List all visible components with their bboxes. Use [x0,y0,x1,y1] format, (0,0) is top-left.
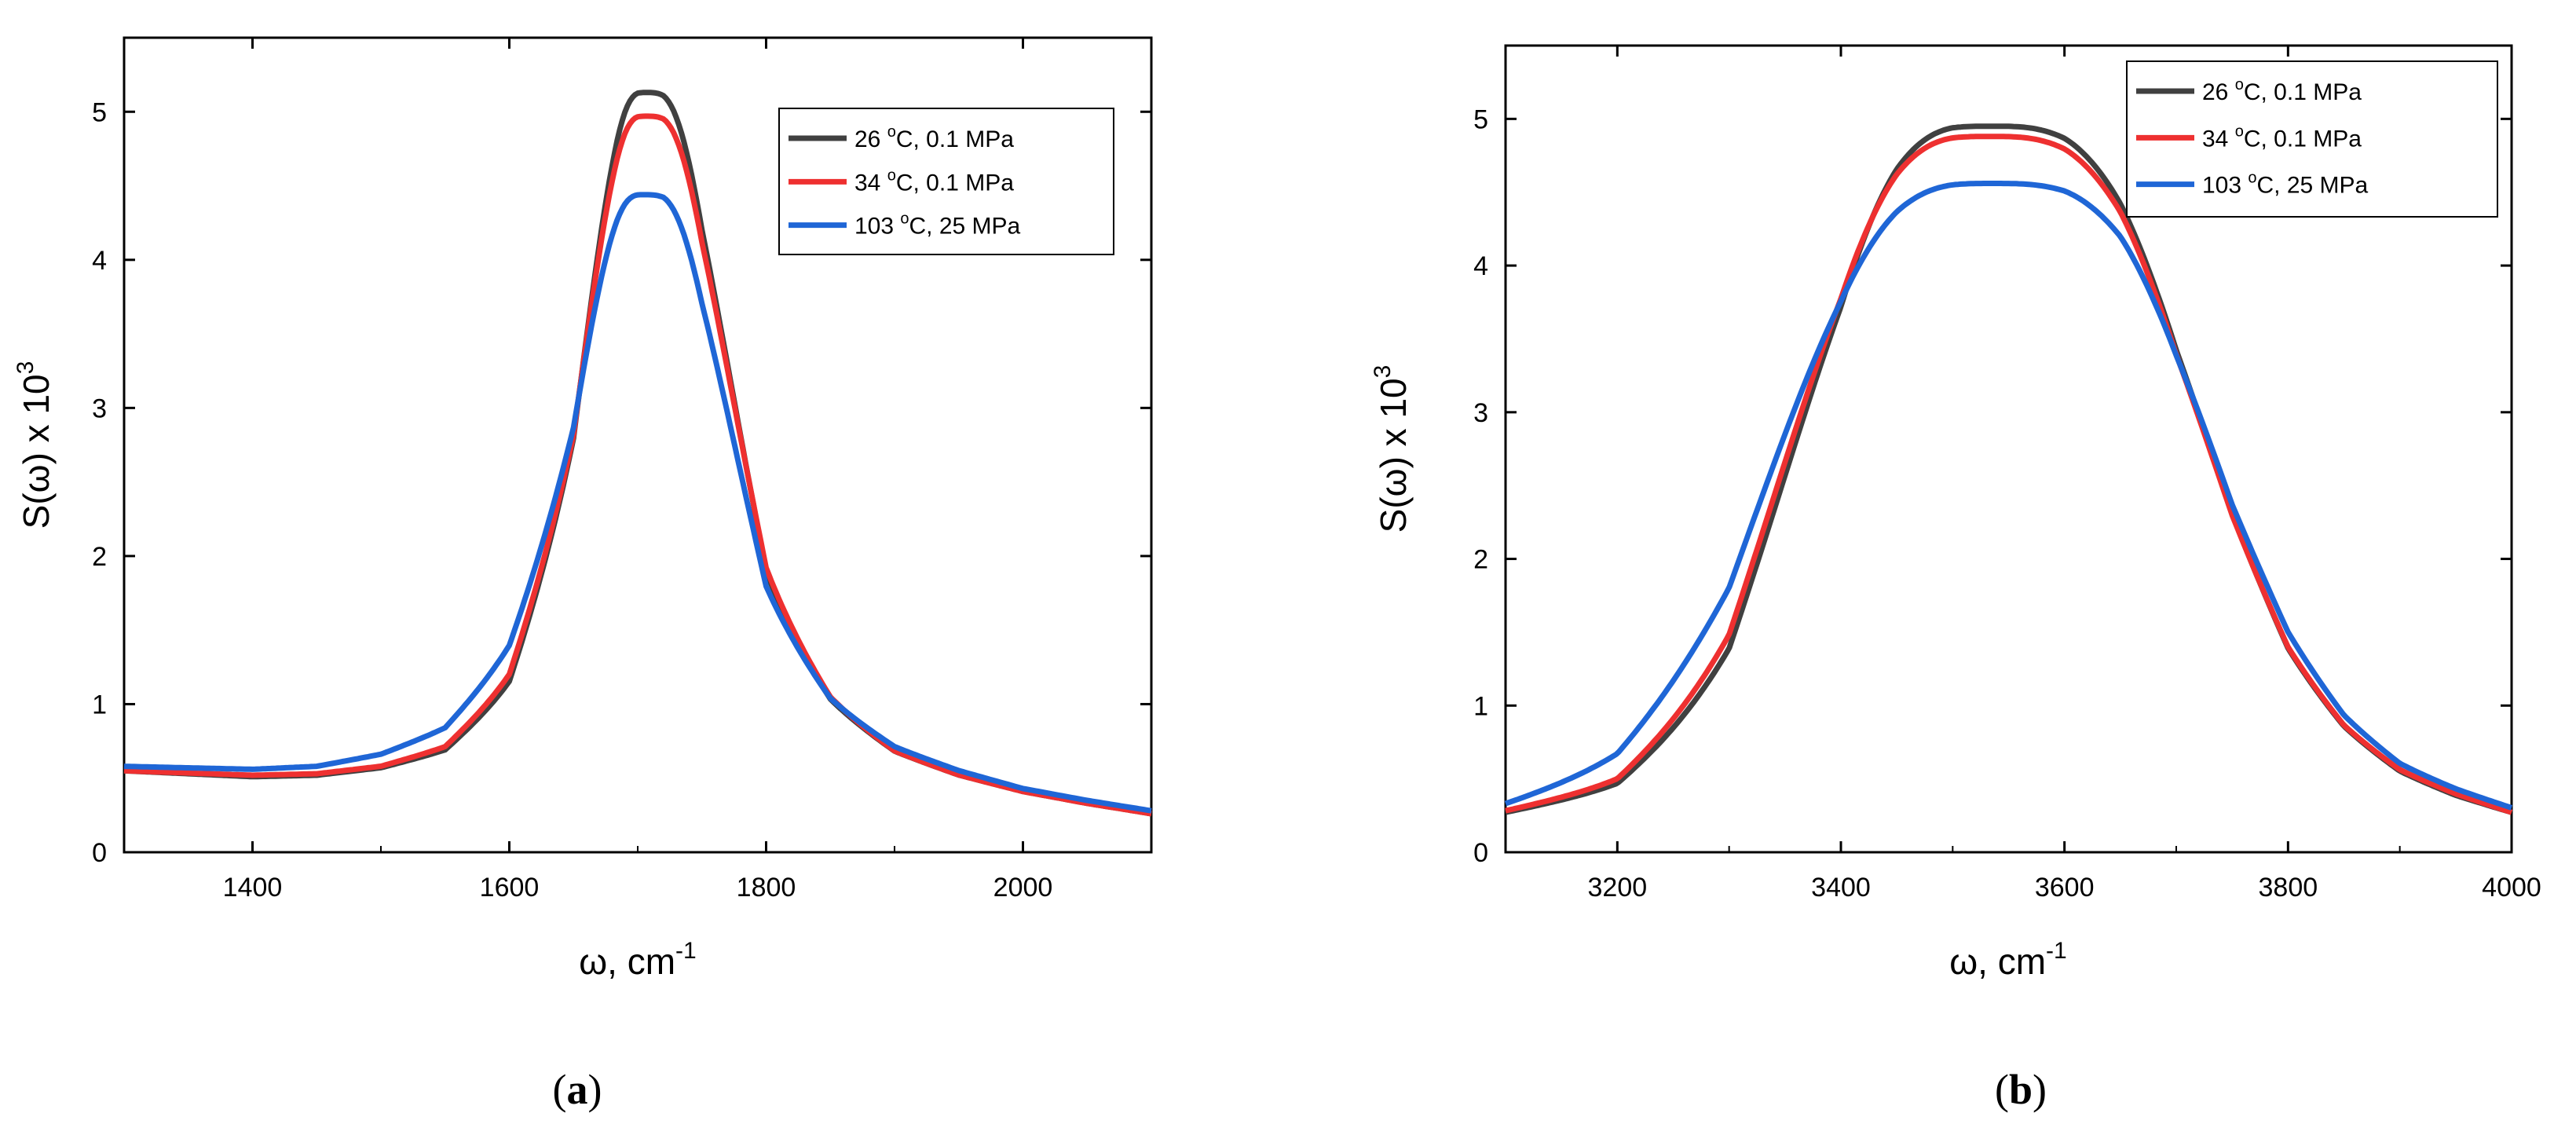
legend-entry-1: 26 oC, 0.1 MPa [854,123,1014,152]
x-tick-label: 1400 [223,873,283,903]
y-tick-label: 1 [1473,691,1488,721]
x-tick-label: 3800 [2259,873,2318,903]
series-line-2 [123,113,1152,817]
series-line-3 [1504,181,2513,811]
legend-entry-1: 26 oC, 0.1 MPa [2202,76,2362,105]
x-tick-label: 3200 [1588,873,1648,903]
y-tick-label: 4 [92,246,107,276]
y-tick-label: 2 [1473,545,1488,575]
chart-panel-b: 3200 3400 3600 3800 4000 0 1 2 3 4 5 26 oC, 0.1 MPa… [1370,44,2541,1113]
legend: 26 oC, 0.1 MPa 34 oC, 0.1 MPa 103 oC, 25 M… [778,108,1114,255]
x-tick-label: 1600 [480,873,540,903]
y-tick-label: 2 [92,542,107,572]
panel-label-a: (a) [553,1066,602,1113]
x-axis-title: ω, cm-1 [1949,938,2066,982]
x-tick-label: 3400 [1811,873,1871,903]
legend-entry-3: 103 oC, 25 MPa [854,211,1021,240]
legend-entry-2: 34 oC, 0.1 MPa [854,167,1014,196]
y-tick-label: 3 [1473,398,1488,428]
y-tick-label: 1 [92,690,107,719]
y-tick-label: 4 [1473,251,1488,281]
plot-frame [1504,44,2513,854]
legend-entry-3: 103 oC, 25 MPa [2202,170,2369,199]
chart-panel-a: 1400 1600 1800 2000 0 1 2 3 4 5 26 oC, 0.1 MPa 34 o… [13,36,1153,1113]
x-tick-label: 3600 [2035,873,2095,903]
series-line-1 [1505,123,2513,815]
x-axis-title: ω, cm-1 [579,938,696,982]
y-tick-label: 3 [92,394,107,423]
y-tick-label: 0 [1473,838,1488,868]
y-tick-label: 5 [92,97,107,127]
y-axis-title: S(ω) x 103 [13,361,57,529]
series-line-2 [1505,134,2513,815]
legend-entry-2: 34 oC, 0.1 MPa [2202,123,2362,152]
panel-label-b: (b) [1995,1066,2047,1113]
y-tick-label: 5 [1473,104,1488,134]
x-tick-label: 2000 [993,873,1053,903]
series-line-3 [123,192,1152,814]
x-tick-label: 1800 [737,873,796,903]
x-tick-label: 4000 [2482,873,2541,903]
legend: 26 oC, 0.1 MPa 34 oC, 0.1 MPa 103 oC, 25 M… [2126,60,2498,218]
y-tick-label: 0 [92,838,107,868]
y-axis-title: S(ω) x 103 [1370,365,1414,533]
